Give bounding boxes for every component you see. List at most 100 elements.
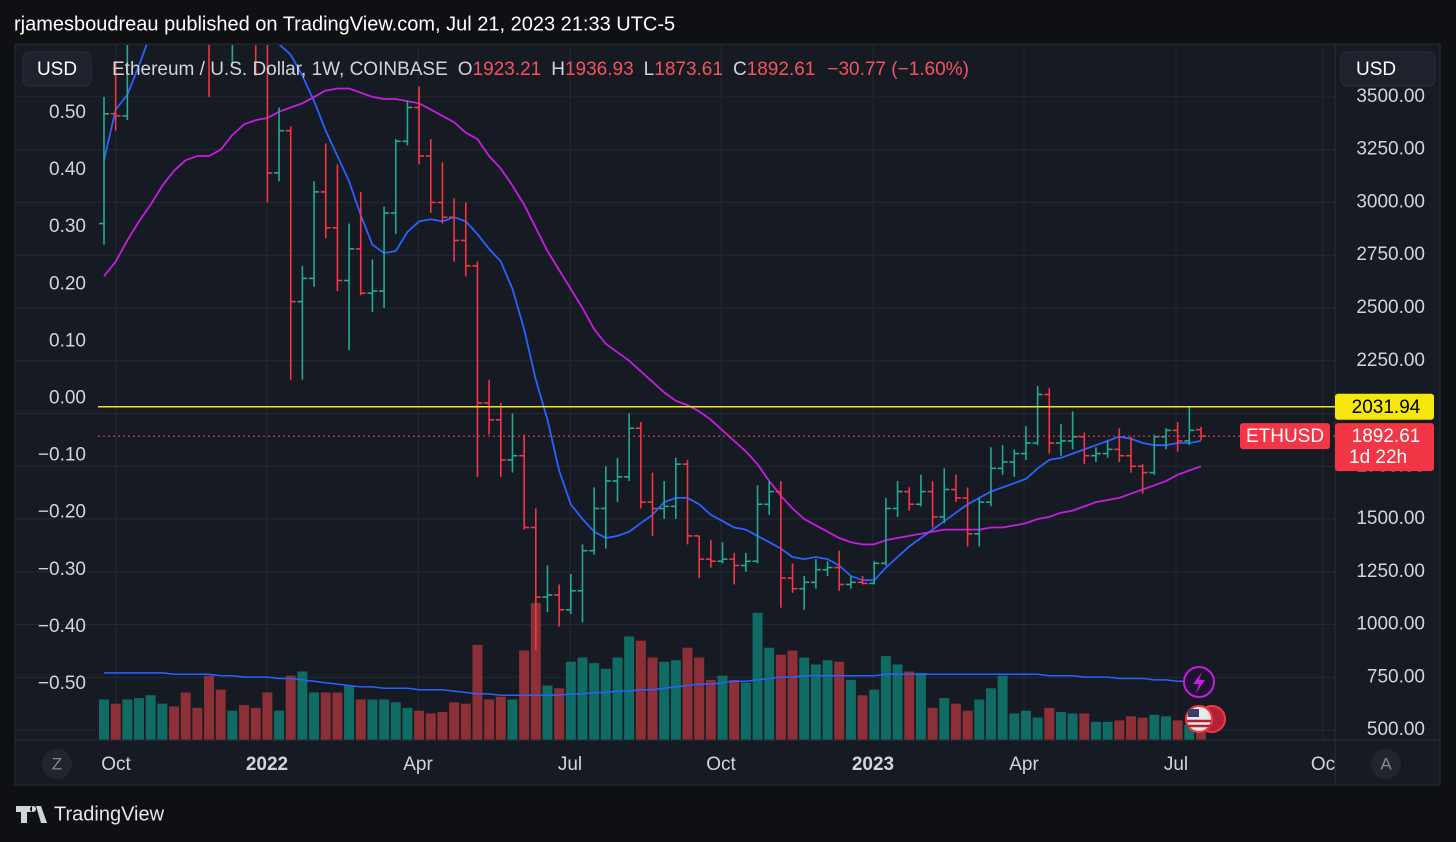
legend-title: Ethereum / U.S. Dollar, 1W, COINBASE [112,59,448,80]
legend-value: 1936.93 [565,59,634,80]
volume-bar [262,692,273,740]
volume-bar [647,657,658,740]
x-tick-label: Jul [1164,754,1188,775]
level-label-box [1335,393,1434,420]
x-tick-label: 2023 [852,754,894,775]
volume-bar [822,660,833,740]
volume-bar [414,710,425,740]
legend-key: L [644,59,655,80]
y-tick-label: 500.00 [1367,719,1425,740]
legend: Ethereum / U.S. Dollar, 1W, COINBASE O192… [112,59,969,80]
currency-button[interactable] [1340,51,1436,87]
y-tick-label: 3500.00 [1356,86,1425,107]
volume-bar [437,712,448,740]
volume-bar [985,688,996,740]
volume-bar [612,657,623,740]
countdown-label: 1d 22h [1349,447,1407,468]
symbol-label-box [1240,423,1330,450]
flag-canton [1188,709,1199,717]
plot [99,45,1206,740]
y-tick-label: 1250.00 [1356,561,1425,582]
legend-key: O [458,59,473,80]
volume-bar [624,636,635,740]
volume-bar [1044,707,1055,740]
currency-button[interactable] [22,51,92,87]
volume-bar [880,656,891,740]
volume-bar [717,675,728,740]
legend-key: H [551,59,565,80]
volume-bar [892,664,903,740]
volume-bar [659,661,670,740]
volume-bar [425,713,436,740]
volume-bar [1079,713,1090,740]
volume-bar [402,707,413,740]
volume-bar [787,650,798,740]
volume-bar [752,612,763,740]
volume-bar [1114,720,1125,740]
volume-bar [845,679,856,740]
level-label: 2031.94 [1352,397,1421,418]
volume-bar [600,668,611,740]
volume-bar [775,654,786,740]
volume-bar [694,657,705,740]
y2-tick-label: 0.00 [49,388,86,409]
legend-value: 1923.21 [473,59,542,80]
volume-bar [484,699,495,740]
volume-bar [297,671,308,740]
y-tick-label: 3000.00 [1356,191,1425,212]
volume-bar [565,661,576,740]
volume-bar [379,699,390,740]
volume-bar [1172,720,1183,740]
x-tick-label: Oc [1311,754,1335,775]
logo [16,806,47,823]
x-tick-label: 2022 [246,754,288,775]
volume-bar [799,657,810,740]
volume-bar [1137,717,1148,740]
y2-tick-label: 0.40 [49,159,86,180]
volume-bar [145,695,156,740]
y-tick-label: 3250.00 [1356,139,1425,160]
y-tick-label: 2750.00 [1356,244,1425,265]
volume-bar [962,710,973,740]
volume-bar [309,692,320,740]
y-tick-label: 1500.00 [1356,508,1425,529]
axis-button[interactable] [1371,749,1401,779]
volume-bar [1067,713,1078,740]
volume-bar [1102,721,1113,740]
volume-bar [1020,710,1031,740]
y2-tick-label: −0.50 [38,673,86,694]
currency-button-label[interactable]: USD [37,59,77,80]
axis-button[interactable] [42,749,72,779]
volume-bar [344,685,355,740]
volume-bar [904,671,915,740]
volume-bar [1125,716,1136,740]
volume-bar [507,699,518,740]
y-tick-label: 2500.00 [1356,297,1425,318]
volume-bar [134,698,145,740]
volume-bar [239,705,250,740]
y2-tick-label: −0.30 [38,559,86,580]
volume-bar [1184,724,1195,740]
last-price-box [1335,423,1434,472]
symbol-label: ETHUSD [1246,426,1324,447]
axis-button-label[interactable]: Z [52,754,62,773]
grid [15,45,1335,740]
volume-bar [950,703,961,740]
volume-bar [1160,716,1171,740]
volume-bar [682,647,693,740]
axis-button-label[interactable]: A [1380,754,1392,773]
volume-bar [927,707,938,740]
volume-bar [169,706,180,740]
currency-button-label[interactable]: USD [1356,59,1396,80]
y-tick-label: 1000.00 [1356,614,1425,635]
volume-bar [729,679,740,740]
volume-bar [250,707,261,740]
y2-tick-label: 0.10 [49,330,86,351]
chart-panel [14,43,1441,786]
volume-bar [577,657,588,740]
volume-bar [274,710,285,740]
volume-bar [1032,717,1043,740]
volume-bar [495,696,506,740]
